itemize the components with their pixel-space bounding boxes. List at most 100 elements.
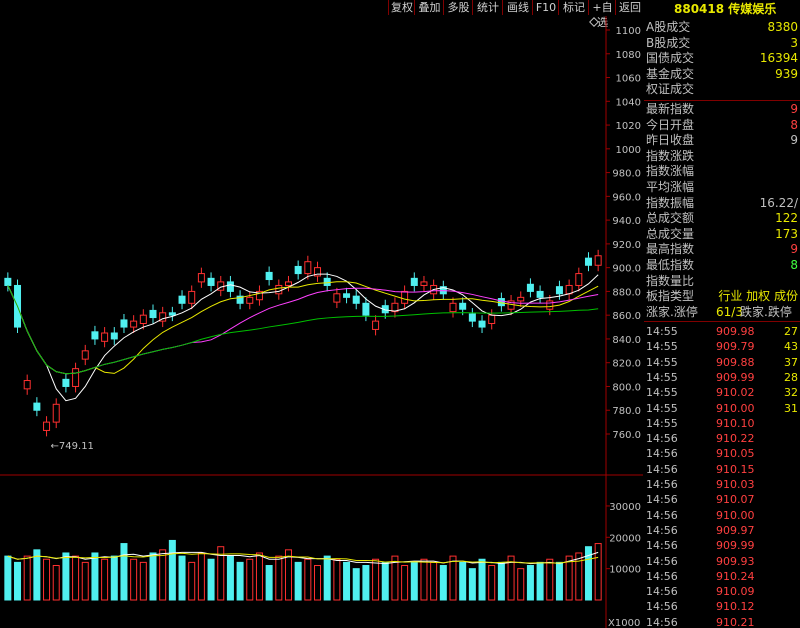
stat-label: B股成交: [646, 35, 691, 50]
toolbar-button-0[interactable]: 复权: [388, 0, 415, 15]
tick-row: 14:56 909.97: [644, 523, 800, 539]
stat-value: 8380: [767, 20, 798, 34]
candle-body: [130, 320, 138, 328]
toolbar-button-7[interactable]: +自选: [588, 0, 616, 29]
tick-price: 910.10: [716, 416, 755, 430]
candle-body: [110, 332, 118, 340]
volume-bar: [594, 543, 602, 601]
toolbar-button-5[interactable]: F10: [532, 0, 559, 15]
stock-code: 880418: [674, 2, 725, 16]
volume-bar: [430, 561, 438, 601]
candle-body: [149, 309, 157, 319]
tick-price: 910.07: [716, 493, 755, 507]
stat-row: 指数量比: [644, 274, 800, 290]
candle-body: [488, 314, 496, 324]
tick-price: 910.09: [716, 585, 755, 599]
volume-bar: [497, 561, 505, 601]
candle-body: [536, 290, 544, 298]
toolbar-button-8[interactable]: 返回: [615, 0, 644, 15]
volume-bar: [352, 568, 360, 601]
price-tick-label: 1020: [616, 121, 641, 132]
candle-body: [62, 378, 70, 387]
stat-row: 昨日收盘 9: [644, 133, 800, 149]
stat-value: 行业 加权 成份: [718, 289, 798, 304]
candle-body: [401, 290, 409, 304]
candle-body: [33, 402, 41, 411]
stat-row: 最低指数 8: [644, 258, 800, 274]
volume-bar: [168, 539, 176, 601]
tick-row: 14:56 910.07: [644, 492, 800, 508]
toolbar-button-3[interactable]: 统计: [472, 0, 503, 15]
vol-ma-line-10: [7, 552, 599, 564]
volume-bar: [362, 565, 370, 601]
updown-label2: 跌家.跌停: [740, 305, 792, 319]
price-tick-label: 760.0: [612, 430, 641, 441]
stat-value: 9: [790, 102, 798, 116]
toolbar-button-6[interactable]: 标记: [558, 0, 589, 15]
volume-bar: [139, 561, 147, 601]
tick-time: 14:56: [646, 554, 678, 568]
tick-time: 14:56: [646, 523, 678, 537]
price-tick-label: 900.0: [612, 264, 641, 275]
volume-bar: [420, 558, 428, 601]
candle-body: [120, 319, 128, 328]
tick-time: 14:56: [646, 432, 678, 446]
candle-body: [478, 320, 486, 328]
volume-unit: X1000: [608, 618, 640, 628]
ma-line-5: [7, 273, 599, 402]
tick-price: 909.79: [716, 340, 755, 354]
stat-row: 今日开盘 8: [644, 118, 800, 134]
tick-price: 910.15: [716, 462, 755, 476]
tick-row: 14:56 910.12: [644, 599, 800, 615]
tick-row: 14:56 910.05: [644, 446, 800, 462]
stat-value: 16394: [759, 51, 798, 66]
tick-row: 14:56 910.15: [644, 462, 800, 478]
volume-bar: [159, 549, 167, 601]
tick-row: 14:55 910.00 31: [644, 401, 800, 417]
tick-volume: 37: [784, 355, 798, 369]
kline-chart-area[interactable]: 1100 1080 1060 1040 1020 1000 980.0 960.0 940.0 9…: [0, 16, 643, 628]
volume-bar: [478, 558, 486, 601]
tick-row: 14:55 910.10: [644, 416, 800, 432]
tick-price: 909.93: [716, 554, 755, 568]
volume-bar: [226, 555, 234, 601]
stat-value: 9: [790, 133, 798, 148]
volume-bar: [449, 555, 457, 601]
volume-bar: [488, 565, 496, 601]
candle-body: [517, 296, 525, 302]
toolbar-button-1[interactable]: 叠加: [414, 0, 444, 15]
stat-value: 939: [775, 66, 798, 81]
tick-row: 14:56 910.24: [644, 569, 800, 585]
tick-time: 14:55: [646, 401, 678, 415]
tick-time: 14:56: [646, 447, 678, 461]
tick-row: 14:56 910.03: [644, 477, 800, 493]
volume-bar: [372, 558, 380, 601]
stat-label: 指数振幅: [646, 195, 695, 210]
quote-panel: 880418 传媒娱乐 A股成交 8380 B股成交 3 国债成交 16394 基金成交 93…: [644, 0, 800, 628]
volume-bar: [91, 552, 99, 601]
candle-body: [420, 281, 428, 286]
stat-label: 最高指数: [646, 242, 695, 257]
tick-volume: 43: [784, 340, 798, 354]
stat-label: 指数涨跌: [646, 148, 695, 163]
candle-body: [372, 320, 380, 330]
candle-body: [207, 277, 215, 286]
candle-body: [91, 331, 99, 340]
stat-row: 总成交量 173: [644, 227, 800, 243]
tick-row: 14:56 910.21: [644, 615, 800, 628]
volume-bar: [575, 552, 583, 601]
volume-tick-label: 20000: [609, 533, 641, 544]
volume-bar: [526, 565, 534, 601]
volume-bar: [110, 555, 118, 601]
stat-label: 基金成交: [646, 66, 695, 81]
toolbar-button-2[interactable]: 多股: [443, 0, 473, 15]
stat-label: 国债成交: [646, 51, 695, 66]
volume-bar: [130, 558, 138, 601]
candle-body: [304, 261, 312, 275]
candle-body: [594, 255, 602, 266]
toolbar-button-4[interactable]: 画线: [502, 0, 533, 15]
stat-value: 3: [790, 35, 798, 50]
kline-chart[interactable]: 1100 1080 1060 1040 1020 1000 980.0 960.0 940.0 9…: [0, 16, 643, 628]
tick-price: 910.03: [716, 478, 755, 491]
candle-body: [275, 284, 283, 295]
